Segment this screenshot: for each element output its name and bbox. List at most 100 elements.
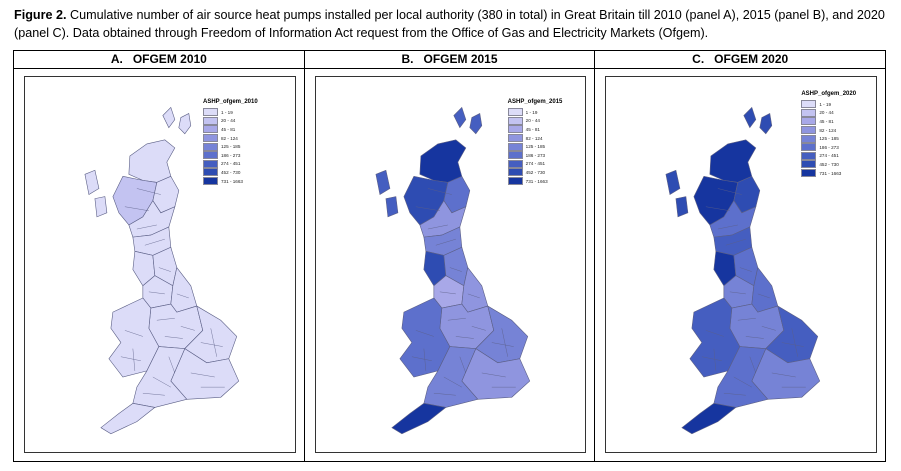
- authority-boundary: [156, 318, 175, 321]
- authority-boundary: [144, 238, 165, 246]
- region-southwest: [423, 346, 479, 408]
- legend-label: 45 - 81: [525, 126, 540, 132]
- authority-boundary: [447, 318, 466, 321]
- legend-swatch: [507, 168, 523, 177]
- panel-c-letter: C.: [692, 52, 705, 66]
- legend-swatch: [203, 108, 218, 117]
- panel-b-letter: B.: [401, 52, 414, 66]
- authority-boundary: [702, 356, 723, 361]
- authority-boundary: [168, 356, 176, 374]
- legend-swatch: [507, 151, 523, 160]
- legend-swatch: [801, 143, 817, 152]
- region-southwest: [713, 346, 769, 408]
- authority-boundary: [791, 328, 799, 357]
- authority-boundary: [459, 356, 466, 374]
- legend-item: 186 - 273: [203, 151, 258, 160]
- legend-item: 274 - 451: [203, 159, 258, 169]
- authority-boundary: [148, 291, 165, 295]
- authority-boundary: [136, 224, 157, 230]
- legend-item: 731 - 1663: [801, 169, 856, 178]
- authority-boundary: [749, 356, 757, 374]
- legend-swatch: [203, 125, 218, 134]
- panel-b-title: OFGEM 2015: [423, 52, 498, 66]
- panel-a-legend: ASHP_ofgem_2010 1 - 19 20 - 44 45 - 81 82 -…: [203, 99, 258, 186]
- authority-boundary: [423, 348, 426, 371]
- legend-swatch: [801, 134, 817, 143]
- legend-label: 20 - 44: [525, 118, 540, 124]
- authority-boundary: [152, 376, 171, 388]
- panel-a-title: OFGEM 2010: [132, 52, 207, 66]
- figure-caption: Figure 2. Cumulative number of air sourc…: [14, 6, 886, 42]
- panel-b-legend: ASHP_ofgem_2015 1 - 19 20 - 44 45 - 81 82 -…: [507, 99, 563, 186]
- panel-b-header: B. OFGEM 2015: [304, 51, 595, 69]
- authority-boundary: [190, 372, 215, 378]
- authority-boundary: [455, 336, 474, 339]
- legend-swatch: [203, 177, 218, 186]
- legend-label: 125 - 185: [819, 136, 839, 142]
- figure-caption-text: Cumulative number of air source heat pum…: [14, 8, 885, 40]
- legend-swatch: [801, 100, 817, 109]
- legend-item: 45 - 81: [801, 117, 856, 126]
- legend-item: 274 - 451: [507, 159, 563, 169]
- panel-b-map: [375, 106, 530, 435]
- authority-boundary: [724, 393, 747, 396]
- legend-label: 20 - 44: [819, 110, 834, 116]
- legend-swatch: [507, 142, 523, 151]
- authority-boundary: [120, 356, 141, 361]
- legend-label: 452 - 730: [525, 169, 546, 175]
- region-cornwall: [391, 403, 447, 435]
- authority-boundary: [706, 330, 725, 337]
- authority-boundary: [136, 188, 161, 195]
- legend-label: 82 - 124: [221, 135, 238, 141]
- authority-boundary: [714, 348, 717, 371]
- panel-b: B. OFGEM 2015 ASHP_ofgem_2015 1 - 19 20 - …: [304, 51, 596, 461]
- legend-item: 1 - 19: [507, 108, 563, 117]
- legend-swatch: [801, 117, 817, 126]
- authority-boundary: [772, 372, 797, 378]
- authority-boundary: [415, 330, 434, 337]
- authority-boundary: [782, 342, 805, 347]
- legend-label: 186 - 273: [819, 144, 839, 150]
- legend-swatch: [203, 159, 218, 168]
- authority-boundary: [481, 372, 506, 378]
- panel-a-map-frame: ASHP_ofgem_2010 1 - 19 20 - 44 45 - 81 82 -…: [24, 76, 296, 453]
- authority-boundary: [501, 328, 508, 357]
- legend-swatch: [507, 125, 523, 134]
- authority-boundary: [706, 206, 731, 211]
- panel-a-map: [84, 106, 240, 435]
- legend-swatch: [507, 116, 523, 125]
- authority-boundary: [746, 336, 765, 339]
- legend-label: 186 - 273: [221, 152, 241, 158]
- legend-swatch: [801, 160, 817, 169]
- region-cornwall: [100, 403, 156, 435]
- legend-swatch: [507, 177, 523, 186]
- authority-boundary: [443, 376, 462, 388]
- legend-label: 186 - 273: [525, 152, 546, 158]
- authority-boundary: [142, 393, 165, 396]
- authority-boundary: [124, 330, 143, 337]
- legend-label: 731 - 1663: [221, 178, 243, 184]
- legend-item: 731 - 1663: [507, 177, 563, 186]
- authority-boundary: [718, 224, 739, 230]
- legend-label: 731 - 1663: [819, 170, 842, 176]
- authority-boundary: [718, 188, 743, 195]
- authority-boundary: [726, 238, 747, 246]
- authority-boundary: [180, 326, 195, 331]
- region-islands: [375, 106, 482, 218]
- panel-c-map: [665, 106, 821, 435]
- panel-c-legend-title: ASHP_ofgem_2020: [801, 91, 857, 97]
- legend-swatch: [801, 151, 817, 160]
- authority-boundary: [411, 356, 432, 361]
- panel-a-header: A. OFGEM 2010: [14, 51, 304, 69]
- legend-label: 274 - 451: [221, 161, 241, 167]
- legend-swatch: [801, 169, 817, 178]
- legend-swatch: [507, 134, 523, 143]
- legend-swatch: [203, 168, 218, 177]
- authority-boundary: [210, 328, 217, 357]
- authority-boundary: [467, 293, 480, 299]
- legend-label: 45 - 81: [221, 126, 236, 132]
- legend-item: 1 - 19: [203, 108, 258, 117]
- authority-boundary: [164, 336, 183, 339]
- legend-item: 274 - 451: [801, 151, 856, 161]
- legend-swatch: [203, 151, 218, 160]
